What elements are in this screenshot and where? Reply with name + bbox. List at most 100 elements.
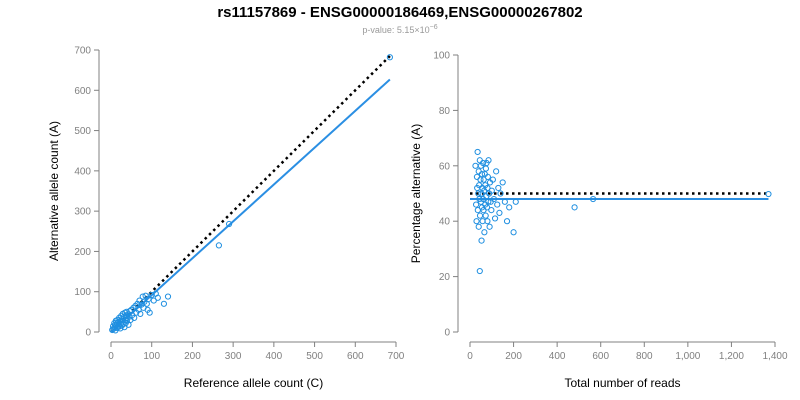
data-point <box>496 209 503 216</box>
data-point <box>512 198 519 205</box>
x-tick-label: 400 <box>266 351 283 362</box>
x-tick-label: 600 <box>347 351 364 362</box>
data-point <box>132 302 139 309</box>
data-point <box>482 165 490 172</box>
data-point <box>480 176 487 183</box>
data-point <box>160 300 168 307</box>
data-point <box>491 215 499 222</box>
x-tick-label: 300 <box>225 351 242 362</box>
y-tick-label: 300 <box>74 207 91 218</box>
data-point <box>765 190 772 198</box>
data-point <box>386 54 393 61</box>
data-point <box>473 173 481 180</box>
data-point <box>485 157 492 164</box>
data-point <box>503 218 511 225</box>
data-point <box>473 201 480 208</box>
x-tick-label: 1,000 <box>675 351 700 362</box>
data-point <box>481 229 488 236</box>
x-tick-label: 500 <box>306 351 323 362</box>
y-tick-label: 0 <box>85 328 91 339</box>
data-point <box>490 195 498 203</box>
data-point <box>148 291 155 299</box>
x-tick-label: 200 <box>184 351 201 362</box>
data-point <box>215 242 222 249</box>
data-point <box>488 207 495 214</box>
data-point <box>506 204 513 211</box>
data-point <box>145 295 152 303</box>
y-axis-title: Percentage alternative (A) <box>409 124 423 263</box>
x-tick-label: 700 <box>388 351 405 362</box>
data-point <box>482 212 489 219</box>
data-point <box>475 168 482 175</box>
chart-subtitle: p-value: 5.15×10−6 <box>362 24 437 35</box>
data-point <box>476 212 484 219</box>
p-value-exponent: −6 <box>430 24 438 31</box>
scatter-plot-allele-counts: 0 100 200 300 400 500 600 700 0 100 200 300 400 500 60… <box>47 46 405 391</box>
y-tick-label: 400 <box>74 166 91 177</box>
data-point <box>486 223 493 230</box>
x-tick-label: 200 <box>505 351 522 362</box>
data-point <box>131 314 138 321</box>
data-point <box>137 310 144 317</box>
data-point <box>589 195 597 203</box>
data-point <box>154 294 161 301</box>
data-point <box>478 171 486 178</box>
x-tick-label: 0 <box>467 351 473 362</box>
data-point <box>478 237 485 244</box>
reference-line-diagonal <box>110 55 391 333</box>
x-tick-label: 800 <box>636 351 653 362</box>
data-point <box>472 162 479 169</box>
y-tick-label: 60 <box>439 161 451 172</box>
p-value-text: p-value: 5.15×10 <box>362 25 429 35</box>
data-point <box>477 176 484 183</box>
x-tick-label: 600 <box>592 351 609 362</box>
y-tick-label: 80 <box>439 106 451 117</box>
data-point <box>475 223 482 230</box>
data-point <box>489 176 496 183</box>
data-point <box>497 190 504 197</box>
y-axis-title: Alternative allele count (A) <box>47 121 61 261</box>
data-point <box>484 173 491 180</box>
data-point <box>510 229 517 236</box>
chart-title: rs11157869 - ENSG00000186469,ENSG0000026… <box>217 4 582 21</box>
data-point <box>499 179 506 186</box>
data-point <box>150 297 157 304</box>
y-tick-label: 700 <box>74 46 91 57</box>
data-point <box>485 198 492 205</box>
data-point <box>474 148 481 156</box>
data-point <box>494 201 501 208</box>
data-point <box>479 159 487 167</box>
data-point <box>488 187 495 194</box>
data-point <box>484 218 491 225</box>
y-tick-label: 600 <box>74 86 91 97</box>
x-axis-title: Total number of reads <box>564 376 680 390</box>
data-point <box>571 204 578 211</box>
data-point <box>476 267 483 275</box>
x-tick-label: 400 <box>549 351 566 362</box>
y-tick-label: 100 <box>433 51 450 62</box>
y-tick-label: 500 <box>74 126 91 137</box>
data-point <box>164 293 172 300</box>
y-tick-label: 0 <box>444 328 450 339</box>
x-tick-label: 0 <box>108 351 114 362</box>
y-tick-label: 40 <box>439 217 451 228</box>
data-point <box>130 304 137 311</box>
data-point <box>483 204 491 211</box>
x-axis-title: Reference allele count (C) <box>184 376 323 390</box>
y-tick-label: 20 <box>439 272 451 283</box>
x-tick-label: 1,400 <box>762 351 787 362</box>
data-point <box>493 168 500 175</box>
data-point <box>134 300 141 307</box>
data-point <box>476 157 483 164</box>
x-tick-label: 1,200 <box>719 351 744 362</box>
data-point <box>475 190 482 197</box>
x-tick-label: 100 <box>143 351 160 362</box>
data-point <box>225 220 233 228</box>
data-point <box>484 184 491 192</box>
y-tick-label: 100 <box>74 287 91 298</box>
data-point <box>473 218 480 225</box>
data-point <box>146 309 153 316</box>
data-point <box>501 198 508 205</box>
data-point <box>495 184 502 192</box>
